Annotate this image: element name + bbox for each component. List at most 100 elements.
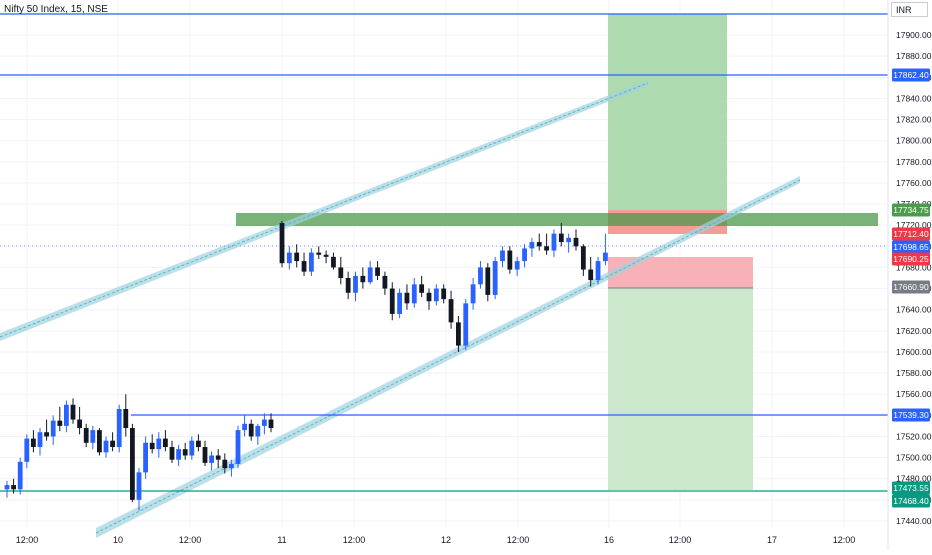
candle-body[interactable]	[566, 237, 572, 243]
candle-body[interactable]	[123, 409, 129, 429]
candle-body[interactable]	[522, 248, 527, 262]
candle-body[interactable]	[404, 292, 410, 304]
candle-body[interactable]	[4, 485, 10, 490]
candle-body[interactable]	[31, 438, 36, 448]
candle-body[interactable]	[345, 277, 351, 293]
candle-body[interactable]	[478, 267, 483, 285]
candle-body[interactable]	[136, 472, 142, 500]
candle-body[interactable]	[222, 459, 228, 469]
candle-body[interactable]	[262, 419, 267, 426]
candle-body[interactable]	[603, 252, 608, 262]
candle-body[interactable]	[331, 256, 336, 268]
candle-body[interactable]	[70, 404, 76, 420]
candle-body[interactable]	[360, 275, 366, 283]
candle-body[interactable]	[448, 299, 454, 323]
candle-body[interactable]	[44, 432, 49, 437]
candle-body[interactable]	[375, 267, 380, 276]
candle-body[interactable]	[130, 428, 135, 500]
long-position-profit-zone[interactable]	[608, 14, 727, 210]
candle-body[interactable]	[323, 254, 329, 257]
candle-body[interactable]	[215, 455, 221, 460]
candle-body[interactable]	[268, 419, 274, 429]
candle-body[interactable]	[209, 455, 214, 463]
candle-body[interactable]	[255, 425, 261, 437]
candle-body[interactable]	[11, 485, 16, 490]
candle-body[interactable]	[338, 267, 344, 278]
candle-body[interactable]	[411, 284, 417, 304]
candle-body[interactable]	[90, 430, 96, 443]
candle-body[interactable]	[382, 275, 388, 289]
candle-body[interactable]	[235, 430, 241, 464]
candle-body[interactable]	[50, 420, 56, 437]
candle-body[interactable]	[196, 440, 201, 448]
candle-body[interactable]	[492, 261, 498, 295]
candle-body[interactable]	[57, 420, 63, 426]
candle-body[interactable]	[286, 252, 292, 264]
candle-body[interactable]	[97, 430, 102, 453]
candle-body[interactable]	[248, 423, 254, 437]
candle-body[interactable]	[441, 288, 447, 300]
candle-body[interactable]	[419, 284, 425, 293]
candle-body[interactable]	[389, 288, 395, 314]
time-tick-label: 12:00	[833, 535, 856, 545]
candle-body[interactable]	[514, 261, 520, 270]
candle-body[interactable]	[544, 246, 549, 251]
price-tag-zone: 17734.75	[892, 203, 930, 217]
candle-body[interactable]	[110, 440, 115, 448]
candle-body[interactable]	[202, 447, 208, 463]
price-tag-support: 17473.55	[892, 481, 930, 495]
candle-body[interactable]	[189, 440, 195, 456]
candle-body[interactable]	[500, 250, 505, 262]
candle-body[interactable]	[103, 440, 109, 453]
candle-body[interactable]	[433, 288, 439, 302]
candle-body[interactable]	[485, 267, 491, 295]
candle-body[interactable]	[149, 442, 155, 450]
candle-body[interactable]	[156, 438, 162, 450]
candle-body[interactable]	[77, 419, 82, 429]
price-tag-stop: 17712.40	[892, 227, 930, 241]
candle-body[interactable]	[242, 423, 247, 431]
candle-body[interactable]	[294, 252, 300, 262]
candle-body[interactable]	[279, 223, 285, 264]
short-position-profit-zone[interactable]	[608, 288, 753, 490]
candle-body[interactable]	[24, 438, 30, 462]
candle-body[interactable]	[367, 267, 373, 283]
candle-body[interactable]	[17, 461, 23, 490]
candle-body[interactable]	[64, 404, 69, 426]
candle-body[interactable]	[301, 261, 307, 272]
candle-body[interactable]	[595, 261, 601, 281]
candle-body[interactable]	[536, 242, 542, 247]
time-axis[interactable]: 12:00 10 12:00 11 12:00 12 12:00 16 12:00 17 12:00	[16, 535, 856, 545]
candle-body[interactable]	[309, 252, 314, 272]
candle-body[interactable]	[163, 438, 168, 448]
candle-body[interactable]	[37, 432, 43, 448]
candle-body[interactable]	[551, 233, 557, 251]
candle-body[interactable]	[507, 250, 513, 270]
candle-body[interactable]	[169, 447, 175, 460]
candle-body[interactable]	[456, 322, 461, 346]
candle-body[interactable]	[529, 242, 535, 249]
candle-body[interactable]	[588, 269, 594, 281]
candle-body[interactable]	[426, 292, 432, 302]
candle-body[interactable]	[558, 233, 564, 243]
candle-body[interactable]	[116, 409, 122, 448]
candle-body[interactable]	[229, 463, 234, 469]
currency-button[interactable]: INR	[891, 2, 928, 17]
candle-body[interactable]	[397, 292, 402, 314]
candle-body[interactable]	[580, 246, 586, 270]
resistance-zone[interactable]	[236, 213, 878, 226]
candle-body[interactable]	[83, 428, 89, 443]
candle-body[interactable]	[470, 284, 476, 304]
candle-body[interactable]	[573, 237, 579, 247]
candle-body[interactable]	[182, 449, 188, 456]
candle-body[interactable]	[176, 449, 181, 460]
price-tick-label: 17820.00	[896, 115, 932, 125]
candle-body[interactable]	[143, 442, 148, 473]
candle-body[interactable]	[316, 252, 322, 255]
candle-body[interactable]	[463, 303, 469, 346]
candle-body[interactable]	[353, 275, 358, 293]
lower-channel-band[interactable]	[96, 176, 800, 538]
svg-text:17468.40: 17468.40	[893, 496, 929, 506]
